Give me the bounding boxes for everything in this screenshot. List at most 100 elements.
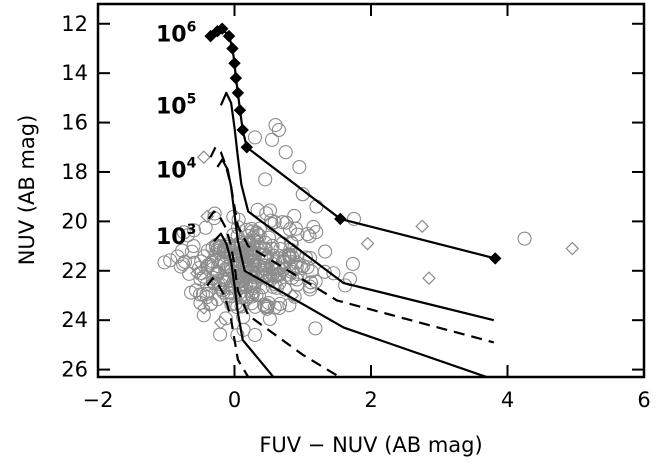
data-point-circle	[300, 227, 315, 242]
data-point-circle	[196, 308, 211, 323]
mass-label-exponent: 6	[187, 20, 197, 36]
data-point-circle	[184, 244, 199, 259]
data-point-circle	[284, 264, 299, 279]
data-point-circle	[207, 206, 222, 221]
y-axis: 12 14 16 18 20 22 24 26	[61, 12, 644, 382]
data-point-diamond	[360, 236, 375, 251]
track-marker-diamond	[231, 86, 245, 100]
x-tick-label: 6	[637, 388, 650, 412]
y-tick-label: 16	[61, 111, 88, 135]
data-point-circle	[346, 211, 361, 226]
data-point-circle	[309, 224, 324, 240]
data-point-circle	[177, 254, 193, 269]
data-point-circle	[271, 122, 286, 138]
y-tick-label: 22	[61, 259, 88, 283]
y-tick-label: 20	[61, 209, 88, 233]
data-point-circle	[258, 172, 273, 187]
mass-label-base: 10	[156, 23, 187, 48]
data-point-circle	[259, 206, 274, 221]
mass-label: 105	[156, 91, 196, 119]
series-group	[157, 22, 580, 377]
mass-label-base: 10	[156, 94, 187, 119]
track-marker-diamond	[229, 71, 243, 85]
track-line-solid	[216, 158, 490, 377]
data-point-circle	[216, 272, 231, 288]
data-point-circle	[517, 231, 532, 246]
mass-label: 106	[156, 20, 196, 48]
data-point-circle	[157, 255, 172, 270]
data-point-circle	[318, 244, 333, 259]
data-point-circle	[249, 225, 264, 240]
data-point-circle	[303, 250, 318, 266]
x-axis-label: FUV − NUV (AB mag)	[259, 433, 482, 457]
data-point-circle	[282, 222, 298, 237]
y-tick-label: 18	[61, 160, 88, 184]
track-marker-diamond	[226, 42, 239, 55]
data-point-circle	[248, 299, 263, 314]
data-point-circle	[292, 159, 307, 175]
track-line-dashed	[207, 210, 342, 377]
data-point-circle	[273, 296, 288, 311]
mass-label-base: 10	[156, 225, 187, 250]
data-point-diamond	[565, 241, 580, 256]
track-marker-diamond	[236, 123, 249, 137]
data-point-circle	[259, 298, 274, 313]
data-point-circle	[262, 311, 277, 326]
data-point-circle	[202, 257, 217, 272]
track-line-dashed	[206, 277, 250, 377]
track-line-solid	[213, 232, 275, 377]
data-point-circle	[203, 297, 218, 312]
track-marker-diamond	[228, 57, 241, 70]
data-point-diamond	[422, 271, 436, 286]
data-point-circle	[261, 230, 277, 245]
data-point-diamond	[196, 150, 211, 165]
data-point-circle	[300, 260, 315, 275]
mass-label: 104	[156, 156, 197, 184]
data-point-circle	[282, 298, 297, 313]
data-point-circle	[317, 264, 332, 279]
data-point-circle	[264, 132, 280, 147]
track-line-solid	[219, 91, 495, 322]
y-tick-label: 14	[61, 61, 88, 85]
y-tick-label: 26	[61, 358, 88, 382]
data-point-circle	[272, 275, 287, 290]
data-point-circle	[298, 250, 314, 265]
y-axis-label: NUV (AB mag)	[15, 115, 39, 266]
data-point-circle	[163, 253, 178, 268]
data-point-circle	[194, 254, 209, 269]
data-point-circle	[345, 256, 360, 271]
data-point-circle	[326, 266, 341, 281]
track-marker-diamond	[233, 104, 247, 117]
data-point-circle	[262, 203, 278, 218]
track-marker-diamond	[240, 141, 253, 154]
data-point-circle	[214, 253, 229, 268]
data-point-circle	[243, 276, 258, 291]
data-point-circle	[198, 220, 213, 235]
data-point-circle	[186, 239, 201, 254]
data-point-circle	[234, 272, 249, 287]
data-layer	[157, 22, 580, 377]
track-marker-diamond	[334, 212, 347, 226]
data-point-circle	[247, 327, 263, 343]
data-point-circle	[258, 235, 273, 250]
data-point-circle	[287, 208, 302, 223]
data-point-circle	[173, 259, 188, 274]
data-point-circle	[186, 223, 202, 238]
data-point-circle	[247, 252, 262, 267]
axes-frame	[96, 2, 646, 379]
x-tick-label: 4	[501, 388, 514, 412]
data-point-circle	[247, 267, 263, 282]
data-point-diamond	[196, 300, 211, 315]
data-point-circle	[275, 215, 290, 230]
data-point-circle	[302, 229, 317, 244]
mass-label-exponent: 3	[187, 222, 197, 238]
data-point-circle	[184, 285, 199, 300]
data-point-circle	[236, 322, 251, 337]
track-marker-diamond	[216, 22, 229, 35]
data-point-circle	[205, 254, 220, 269]
data-point-circle	[249, 288, 264, 303]
x-tick-label: −2	[83, 388, 114, 412]
data-point-circle	[238, 292, 254, 307]
